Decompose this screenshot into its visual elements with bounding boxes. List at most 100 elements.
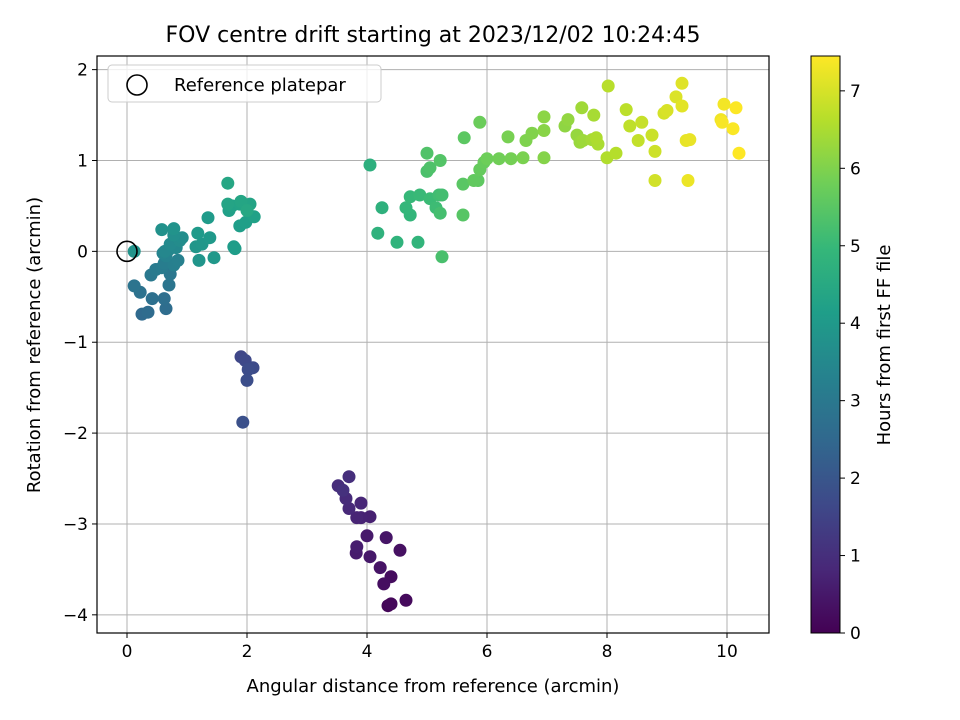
data-point xyxy=(411,235,425,249)
data-point xyxy=(435,250,449,264)
data-point xyxy=(228,242,242,256)
data-point xyxy=(732,146,746,160)
data-point xyxy=(456,208,470,222)
data-point xyxy=(413,188,427,202)
data-point xyxy=(155,223,169,237)
y-tick-label: 2 xyxy=(77,61,88,81)
data-point xyxy=(648,174,662,187)
data-point xyxy=(203,231,217,245)
colorbar-tick-label: 7 xyxy=(850,82,861,102)
data-point xyxy=(501,130,515,144)
data-point xyxy=(715,115,729,129)
grid-lines xyxy=(97,56,769,633)
y-tick-label: −2 xyxy=(63,424,88,444)
data-point xyxy=(192,253,206,267)
colorbar-tick-label: 4 xyxy=(850,314,861,334)
data-point xyxy=(350,540,364,554)
data-point xyxy=(675,99,689,113)
data-point xyxy=(525,126,539,140)
legend-reference-marker-icon xyxy=(126,74,148,96)
plot-frame xyxy=(96,55,770,634)
data-point xyxy=(145,292,159,306)
colorbar-tick-label: 6 xyxy=(850,159,861,179)
y-tick-label: 0 xyxy=(77,242,88,262)
data-point xyxy=(537,124,551,137)
y-tick-label: 1 xyxy=(77,151,88,171)
y-tick-label: −1 xyxy=(63,333,88,353)
colorbar-ticks: 0 1 2 3 4 5 6 7 xyxy=(840,82,861,644)
y-axis-ticks: −4 −3 −2 −1 0 1 2 xyxy=(63,61,97,626)
data-point xyxy=(467,174,481,187)
data-point xyxy=(373,561,387,575)
x-tick-label: 4 xyxy=(362,642,373,662)
reference-platepar-marker xyxy=(116,240,138,263)
data-point xyxy=(726,122,740,136)
data-point xyxy=(729,101,743,115)
data-point xyxy=(660,104,674,117)
data-point xyxy=(393,543,407,557)
legend-box xyxy=(107,64,382,103)
data-point xyxy=(648,144,662,158)
data-point xyxy=(537,151,551,165)
data-point xyxy=(457,131,471,145)
data-point xyxy=(537,110,551,124)
data-point xyxy=(342,470,356,484)
data-point xyxy=(371,226,385,240)
data-point xyxy=(375,201,389,215)
y-tick-label: −4 xyxy=(63,606,88,626)
data-point xyxy=(717,97,731,111)
data-point xyxy=(354,496,368,510)
data-point xyxy=(631,134,645,147)
data-point xyxy=(377,577,391,591)
data-point xyxy=(363,158,377,172)
x-tick-label: 6 xyxy=(482,642,493,662)
data-point xyxy=(683,133,697,147)
chart-title: FOV centre drift starting at 2023/12/02 … xyxy=(166,23,701,48)
data-point xyxy=(635,115,649,129)
colorbar-tick-label: 3 xyxy=(850,392,861,412)
data-point xyxy=(433,154,447,167)
data-point xyxy=(492,152,506,166)
data-point xyxy=(681,174,695,187)
data-point xyxy=(623,119,637,133)
x-tick-label: 8 xyxy=(602,642,613,662)
data-point xyxy=(423,161,437,175)
data-point xyxy=(456,177,470,191)
colorbar xyxy=(811,56,840,633)
data-point xyxy=(167,222,181,236)
data-point xyxy=(350,511,364,525)
data-point xyxy=(207,251,221,265)
data-point xyxy=(480,152,494,166)
data-point xyxy=(162,278,176,292)
colorbar-tick-label: 0 xyxy=(850,624,861,644)
data-point xyxy=(240,373,254,387)
data-point xyxy=(619,103,633,117)
data-point xyxy=(420,146,434,160)
data-point xyxy=(587,108,601,122)
data-point xyxy=(157,292,171,306)
data-point xyxy=(221,176,235,190)
colorbar-frame xyxy=(810,55,841,634)
data-point xyxy=(201,211,215,225)
data-point xyxy=(609,146,623,160)
data-point xyxy=(221,197,235,211)
data-point xyxy=(575,101,589,115)
data-point xyxy=(236,415,250,429)
legend-entry-reference-platepar: Reference platepar xyxy=(174,75,346,96)
data-point xyxy=(601,79,615,93)
data-point xyxy=(399,201,413,215)
data-point xyxy=(336,483,350,497)
data-point xyxy=(360,529,374,543)
data-point xyxy=(159,302,173,316)
colorbar-label: Hours from first FF file xyxy=(874,245,895,446)
x-axis-ticks: 0 2 4 6 8 10 xyxy=(122,633,738,662)
data-point xyxy=(645,128,659,142)
data-point xyxy=(473,115,487,129)
data-point xyxy=(127,244,141,258)
data-point xyxy=(127,279,141,293)
x-axis-label: Angular distance from reference (arcmin) xyxy=(247,676,620,697)
data-point xyxy=(399,593,413,607)
data-point xyxy=(240,204,254,217)
data-point xyxy=(561,113,575,127)
data-point xyxy=(241,363,255,376)
